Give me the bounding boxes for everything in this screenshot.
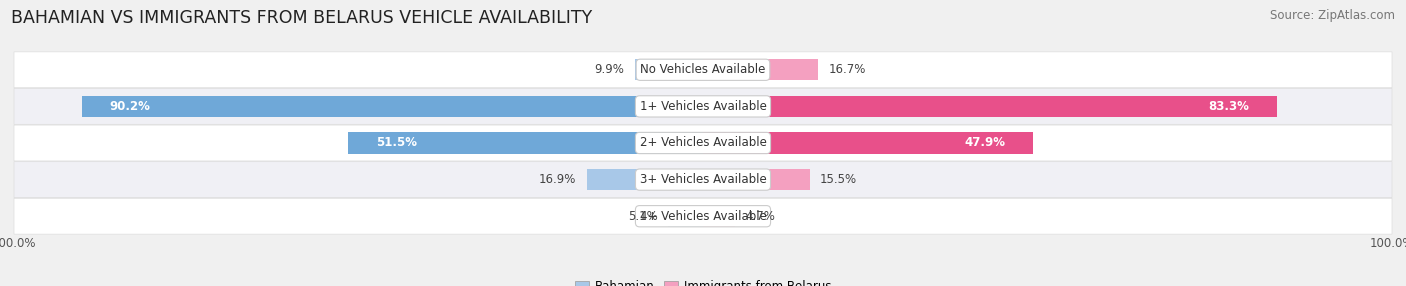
Bar: [668, 206, 703, 227]
Text: 51.5%: 51.5%: [375, 136, 416, 150]
Bar: [703, 206, 735, 227]
Legend: Bahamian, Immigrants from Belarus: Bahamian, Immigrants from Belarus: [569, 276, 837, 286]
Bar: [703, 59, 818, 80]
Text: No Vehicles Available: No Vehicles Available: [640, 63, 766, 76]
FancyBboxPatch shape: [14, 198, 1392, 234]
Text: 47.9%: 47.9%: [965, 136, 1005, 150]
Text: 4+ Vehicles Available: 4+ Vehicles Available: [640, 210, 766, 223]
Bar: [703, 96, 1277, 117]
FancyBboxPatch shape: [14, 52, 1392, 88]
FancyBboxPatch shape: [14, 125, 1392, 161]
Text: 5.1%: 5.1%: [628, 210, 658, 223]
Text: 4.7%: 4.7%: [745, 210, 776, 223]
Text: 83.3%: 83.3%: [1208, 100, 1250, 113]
Text: 90.2%: 90.2%: [110, 100, 150, 113]
Text: 3+ Vehicles Available: 3+ Vehicles Available: [640, 173, 766, 186]
Text: Source: ZipAtlas.com: Source: ZipAtlas.com: [1270, 9, 1395, 21]
Bar: [349, 132, 703, 154]
Text: 1+ Vehicles Available: 1+ Vehicles Available: [640, 100, 766, 113]
Text: BAHAMIAN VS IMMIGRANTS FROM BELARUS VEHICLE AVAILABILITY: BAHAMIAN VS IMMIGRANTS FROM BELARUS VEHI…: [11, 9, 592, 27]
Text: 9.9%: 9.9%: [595, 63, 624, 76]
Text: 16.7%: 16.7%: [828, 63, 866, 76]
FancyBboxPatch shape: [14, 88, 1392, 124]
Text: 2+ Vehicles Available: 2+ Vehicles Available: [640, 136, 766, 150]
Text: 15.5%: 15.5%: [820, 173, 858, 186]
Bar: [586, 169, 703, 190]
FancyBboxPatch shape: [14, 162, 1392, 198]
Text: 16.9%: 16.9%: [538, 173, 576, 186]
Bar: [82, 96, 703, 117]
Bar: [703, 132, 1033, 154]
Bar: [634, 59, 703, 80]
Bar: [703, 169, 810, 190]
